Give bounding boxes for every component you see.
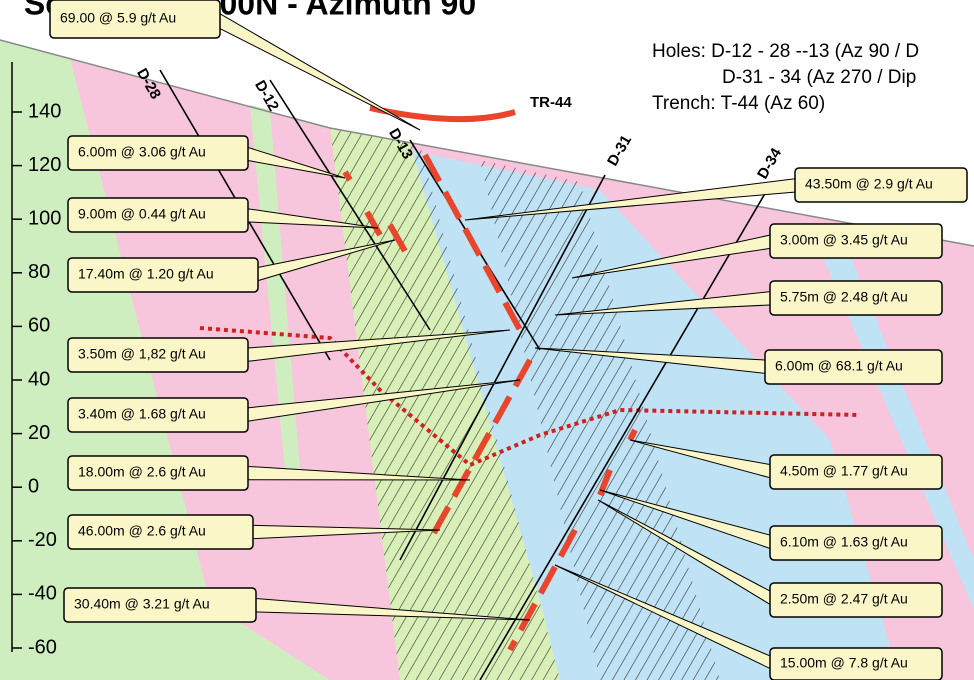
scale-label: -60 (28, 636, 57, 658)
note: D-31 - 34 (Az 270 / Dip (722, 67, 916, 88)
callout-label: 3.00m @ 3.45 g/t Au (780, 232, 908, 248)
scale-label: -20 (28, 529, 57, 551)
scale-label: 120 (28, 154, 61, 176)
scale-label: 60 (28, 315, 50, 337)
callout-label: 3.40m @ 1.68 g/t Au (78, 406, 206, 422)
scale-label: -40 (28, 583, 57, 605)
callout-label: 46.00m @ 2.6 g/t Au (78, 523, 206, 539)
callout-label: 9.00m @ 0.44 g/t Au (78, 206, 206, 222)
scale-label: 0 (28, 475, 39, 497)
callout-label: 69.00 @ 5.9 g/t Au (60, 10, 176, 26)
callout-label: 3.50m @ 1,82 g/t Au (78, 346, 206, 362)
note: Trench: T-44 (Az 60) (652, 93, 825, 114)
section-diagram: Section 701700N - Azimuth 90 Holes: D-12… (0, 0, 974, 680)
callout-label: 18.00m @ 2.6 g/t Au (78, 464, 206, 480)
callout-label: 15.00m @ 7.8 g/t Au (780, 655, 908, 671)
hole-label: TR-44 (530, 94, 572, 111)
callout-label: 30.40m @ 3.21 g/t Au (74, 596, 210, 612)
scale-label: 40 (28, 368, 50, 390)
note: Holes: D-12 - 28 --13 (Az 90 / D (652, 41, 919, 62)
callout-label: 6.10m @ 1.63 g/t Au (780, 534, 908, 550)
scale-label: 100 (28, 207, 61, 229)
callout-label: 17.40m @ 1.20 g/t Au (78, 266, 214, 282)
callout-label: 4.50m @ 1.77 g/t Au (780, 463, 908, 479)
callout-label: 6.00m @ 3.06 g/t Au (78, 144, 206, 160)
callout-label: 5.75m @ 2.48 g/t Au (780, 289, 908, 305)
scale-label: 20 (28, 422, 50, 444)
scale-label: 140 (28, 100, 61, 122)
callout-label: 6.00m @ 68.1 g/t Au (775, 358, 903, 374)
scale-label: 80 (28, 261, 50, 283)
callout-label: 2.50m @ 2.47 g/t Au (780, 591, 908, 607)
callout-label: 43.50m @ 2.9 g/t Au (805, 176, 933, 192)
